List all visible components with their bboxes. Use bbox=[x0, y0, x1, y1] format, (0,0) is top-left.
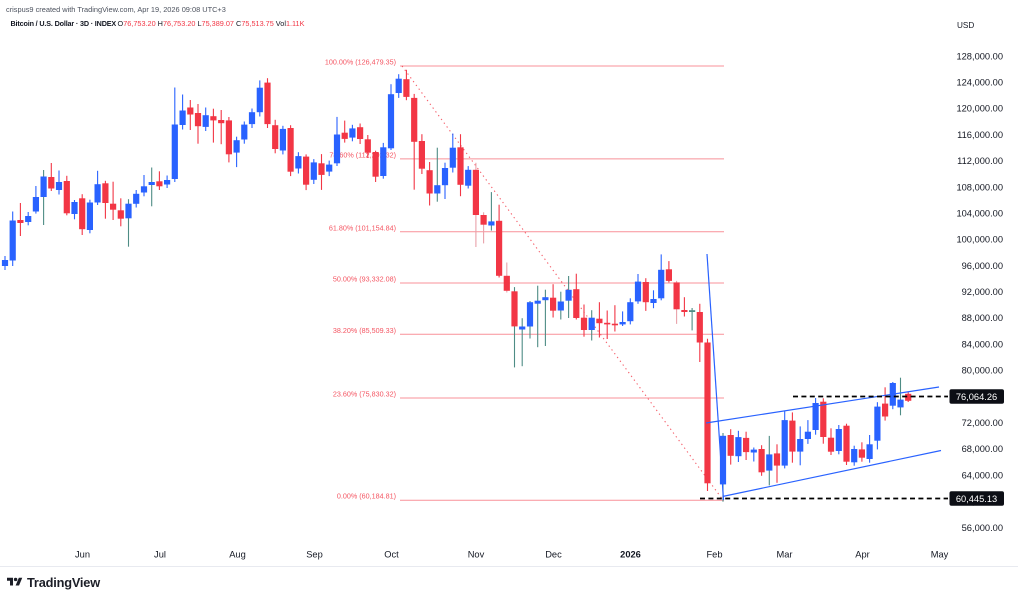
svg-text:72,000.00: 72,000.00 bbox=[962, 418, 1003, 428]
svg-text:2026: 2026 bbox=[620, 550, 641, 560]
svg-text:100,000.00: 100,000.00 bbox=[956, 235, 1003, 245]
svg-text:Jun: Jun bbox=[75, 550, 90, 560]
svg-text:108,000.00: 108,000.00 bbox=[956, 182, 1003, 192]
svg-text:78.60% (112,292.32): 78.60% (112,292.32) bbox=[329, 150, 396, 159]
svg-text:Feb: Feb bbox=[706, 550, 722, 560]
svg-text:Apr: Apr bbox=[855, 550, 869, 560]
svg-text:50.00% (93,332.08): 50.00% (93,332.08) bbox=[333, 275, 396, 284]
svg-text:64,000.00: 64,000.00 bbox=[962, 470, 1003, 480]
svg-text:76,064.26: 76,064.26 bbox=[956, 392, 997, 402]
svg-text:128,000.00: 128,000.00 bbox=[956, 51, 1003, 61]
svg-text:92,000.00: 92,000.00 bbox=[962, 287, 1003, 297]
svg-text:68,000.00: 68,000.00 bbox=[962, 444, 1003, 454]
svg-text:96,000.00: 96,000.00 bbox=[962, 261, 1003, 271]
svg-text:Sep: Sep bbox=[306, 550, 323, 560]
svg-text:124,000.00: 124,000.00 bbox=[956, 78, 1003, 88]
svg-text:Oct: Oct bbox=[384, 550, 399, 560]
svg-text:38.20% (85,509.33): 38.20% (85,509.33) bbox=[333, 326, 396, 335]
svg-text:112,000.00: 112,000.00 bbox=[957, 156, 1003, 166]
svg-text:116,000.00: 116,000.00 bbox=[957, 130, 1003, 140]
svg-text:Nov: Nov bbox=[468, 550, 485, 560]
svg-text:Dec: Dec bbox=[545, 550, 562, 560]
svg-text:61.80% (101,154.84): 61.80% (101,154.84) bbox=[329, 223, 396, 232]
svg-text:120,000.00: 120,000.00 bbox=[956, 104, 1003, 114]
svg-text:crispus9 created with TradingV: crispus9 created with TradingView.com, A… bbox=[6, 5, 226, 14]
svg-text:Mar: Mar bbox=[776, 550, 792, 560]
svg-text:80,000.00: 80,000.00 bbox=[962, 366, 1003, 376]
svg-text:0.00% (60,184.81): 0.00% (60,184.81) bbox=[337, 492, 396, 501]
svg-text:23.60% (75,830.32): 23.60% (75,830.32) bbox=[333, 390, 396, 399]
svg-text:TradingView: TradingView bbox=[27, 575, 100, 590]
svg-text:USD: USD bbox=[957, 21, 974, 30]
svg-text:Bitcoin / U.S. Dollar · 3D · I: Bitcoin / U.S. Dollar · 3D · INDEX bbox=[11, 19, 117, 28]
svg-text:Jul: Jul bbox=[154, 550, 166, 560]
svg-text:56,000.00: 56,000.00 bbox=[962, 523, 1003, 533]
svg-text:104,000.00: 104,000.00 bbox=[956, 209, 1003, 219]
svg-text:O76,753.20 H76,753.20 L75,389.: O76,753.20 H76,753.20 L75,389.07 C75,513… bbox=[118, 19, 305, 28]
svg-text:100.00% (126,479.35): 100.00% (126,479.35) bbox=[325, 58, 396, 67]
svg-text:88,000.00: 88,000.00 bbox=[962, 313, 1003, 323]
svg-text:Aug: Aug bbox=[229, 550, 246, 560]
svg-text:84,000.00: 84,000.00 bbox=[962, 339, 1003, 349]
svg-text:May: May bbox=[931, 550, 949, 560]
svg-text:60,445.13: 60,445.13 bbox=[956, 494, 997, 504]
